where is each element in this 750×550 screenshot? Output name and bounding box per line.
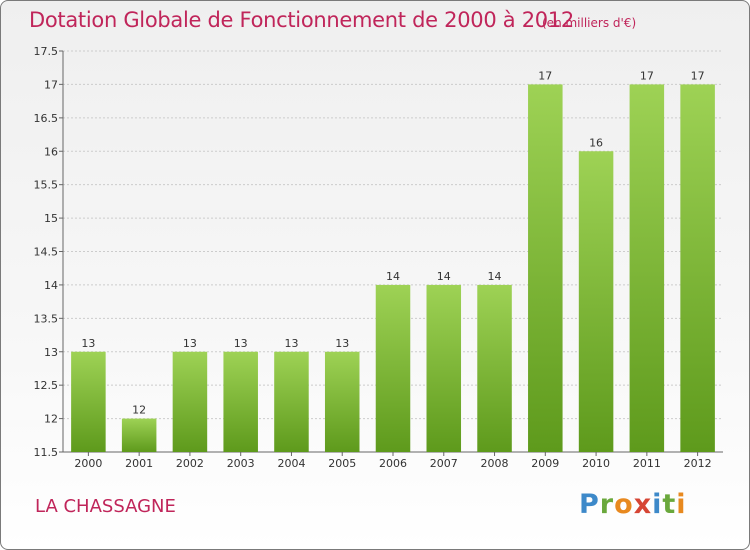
x-tick-label: 2001 [125, 457, 153, 470]
x-tick-label: 2007 [430, 457, 458, 470]
bar-value-label: 17 [538, 69, 552, 82]
brand-letter: t [662, 489, 677, 520]
bar [680, 84, 715, 453]
bar [578, 151, 614, 452]
y-tick-label: 12.5 [34, 379, 59, 392]
y-tick-label: 13.5 [34, 312, 59, 325]
x-tick-label: 2009 [531, 457, 559, 470]
x-tick-label: 2004 [277, 457, 305, 470]
bar [375, 284, 411, 452]
brand-letter: i [676, 489, 687, 520]
bar [223, 351, 258, 452]
brand-letter: o [614, 489, 634, 520]
bar [172, 351, 208, 452]
bar-value-label: 13 [335, 337, 349, 350]
bar [121, 418, 157, 452]
bar [274, 351, 309, 452]
bar [324, 351, 360, 452]
y-tick-label: 14 [44, 279, 58, 292]
bar-value-label: 17 [691, 69, 705, 82]
labels: 11.5 12 12.5 13 13.5 14 14.5 15 15.5 16 16.5 17 17.5… [34, 45, 712, 470]
bar [71, 351, 106, 452]
x-tick-label: 2011 [633, 457, 661, 470]
bar-value-label: 17 [640, 69, 654, 82]
bar-value-label: 14 [437, 270, 451, 283]
bar-value-label: 12 [132, 404, 146, 417]
y-tick-label: 17.5 [34, 45, 59, 58]
bar [528, 84, 563, 453]
y-tick-label: 15.5 [34, 179, 59, 192]
chart-unit: (en milliers d'€) [542, 16, 637, 30]
x-tick-label: 2008 [481, 457, 509, 470]
x-tick-label: 2012 [684, 457, 712, 470]
bar [426, 284, 462, 452]
commune-name: LA CHASSAGNE [35, 496, 176, 517]
y-tick-label: 15 [44, 212, 58, 225]
proxiti-logo: Proxiti [579, 489, 687, 520]
y-tick-label: 12 [44, 413, 58, 426]
brand-letter: i [652, 489, 663, 520]
y-tick-label: 14.5 [34, 246, 59, 259]
x-tick-label: 2010 [582, 457, 610, 470]
y-tick-label: 16.5 [34, 112, 59, 125]
brand-letter: r [599, 489, 615, 520]
bars [71, 84, 715, 453]
bar-value-label: 16 [589, 136, 603, 149]
y-tick-label: 17 [44, 78, 58, 91]
bar-value-label: 13 [234, 337, 248, 350]
x-tick-label: 2000 [74, 457, 102, 470]
y-tick-label: 16 [44, 145, 58, 158]
bar-value-label: 13 [81, 337, 95, 350]
y-tick-label: 11.5 [34, 446, 59, 459]
bar [477, 284, 512, 452]
bar [629, 84, 665, 453]
bar-value-label: 14 [386, 270, 400, 283]
bar-value-label: 14 [488, 270, 502, 283]
chart-title: Dotation Globale de Fonctionnement de 20… [29, 8, 574, 32]
bar-value-label: 13 [284, 337, 298, 350]
x-tick-label: 2006 [379, 457, 407, 470]
brand-letter: P [579, 489, 600, 520]
bar-value-label: 13 [183, 337, 197, 350]
x-tick-label: 2005 [328, 457, 356, 470]
y-tick-label: 13 [44, 346, 58, 359]
brand-letter: x [633, 489, 653, 520]
x-tick-label: 2002 [176, 457, 204, 470]
x-tick-label: 2003 [227, 457, 255, 470]
